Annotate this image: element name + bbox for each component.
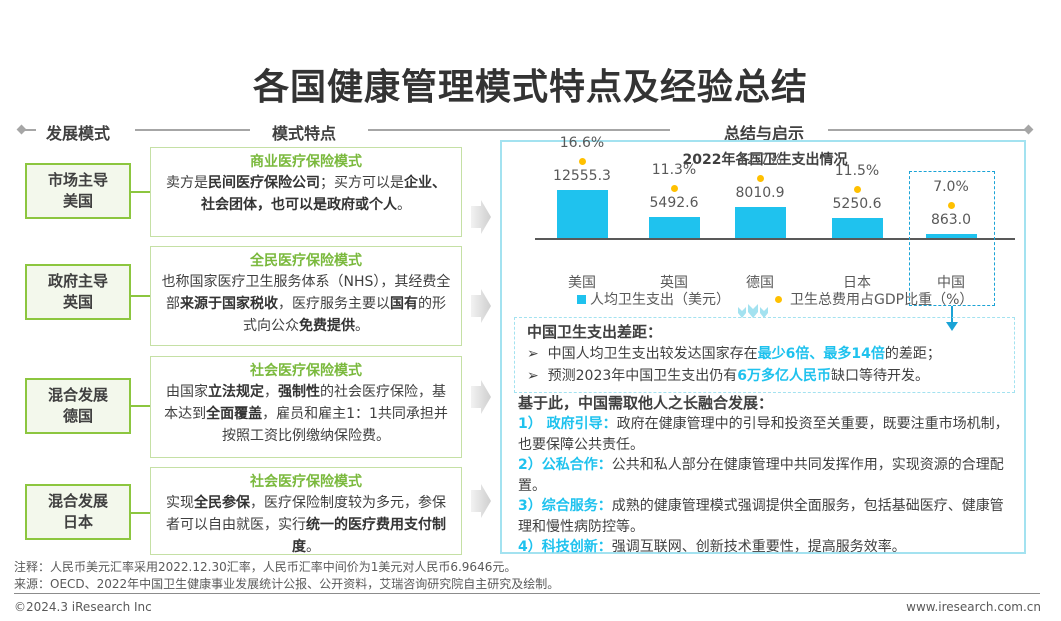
connector-line	[131, 191, 150, 193]
legend-label: 人均卫生支出（美元）	[590, 292, 730, 308]
legend-square-icon	[577, 294, 586, 304]
feature-box-usa: 商业医疗保险模式 卖方是民间医疗保险公司；买方可以是企业、社会团体，也可以是政府…	[150, 147, 462, 237]
bar-4	[926, 234, 977, 238]
mode-type: 市场主导	[47, 171, 108, 189]
mode-country: 日本	[62, 513, 93, 531]
recommendation-item: 1） 政府引导：政府在健康管理中的引导和投资至关重要，既要注重市场机制，也要保障…	[518, 416, 1009, 453]
divider	[368, 129, 670, 131]
connector-line	[131, 405, 150, 407]
website-link[interactable]: www.iresearch.com.cn	[906, 600, 1041, 614]
feature-title: 商业医疗保险模式	[250, 154, 362, 170]
feature-text: 实现全民参保，医疗保险制度较为多元，参保者可以自由就医，实行统一的医疗费用支付制…	[166, 495, 446, 555]
arrow-down-icon	[946, 322, 958, 331]
mode-country: 美国	[62, 192, 93, 210]
bar-3	[832, 217, 883, 238]
x-axis	[535, 238, 1015, 240]
mode-type: 政府主导	[47, 272, 108, 290]
category-label: 中国	[937, 275, 965, 291]
bar-value-label: 5492.6	[649, 195, 699, 211]
gdp-share-label: 12.7%	[737, 152, 783, 169]
chevron-right-icon	[471, 289, 491, 323]
gdp-share-label: 16.6%	[559, 135, 605, 151]
bullet-arrow-icon: ➢	[527, 368, 539, 384]
feature-text: 由国家立法规定，强制性的社会医疗保险，基本达到全面覆盖，雇员和雇主1：1共同承担…	[164, 384, 448, 444]
bar-0	[557, 190, 608, 238]
gap-box: 中国卫生支出差距： ➢ 中国人均卫生支出较发达国家存在最少6倍、最多14倍的差距…	[514, 317, 1015, 393]
chevron-right-icon	[471, 380, 491, 414]
bullet-arrow-icon: ➢	[527, 346, 539, 362]
note-text: 注释：人民币美元汇率采用2022.12.30汇率，人民币汇率中间价为1美元对人民…	[14, 560, 517, 574]
summary-panel: 2022年各国卫生支出情况 人均卫生支出（美元） 卫生总费用占GDP比重（%） …	[500, 135, 1026, 555]
connector-line	[131, 295, 150, 297]
mode-type: 混合发展	[47, 492, 108, 510]
recommendation-item: 4）科技创新：强调互联网、创新技术重要性，提高服务效率。	[518, 539, 906, 555]
gdp-share-label: 7.0%	[933, 179, 969, 195]
bar-value-label: 8010.9	[735, 185, 785, 202]
feature-text: 也称国家医疗卫生服务体系（NHS），其经费全部来源于国家税收，医疗服务主要以国有…	[161, 274, 451, 334]
mode-country: 德国	[62, 407, 93, 425]
gdp-share-label: 11.3%	[651, 162, 697, 178]
mode-box-japan: 混合发展 日本	[25, 484, 131, 540]
section-header-summary: 总结与启示	[724, 124, 805, 143]
category-label: 美国	[568, 275, 596, 291]
bar-2	[735, 207, 786, 238]
legend-dot: 卫生总费用占GDP比重（%）	[775, 289, 973, 309]
arrow-line	[951, 306, 953, 326]
category-label: 日本	[843, 275, 871, 291]
feature-title: 社会医疗保险模式	[250, 474, 362, 490]
recommendation-item: 3）综合服务：成熟的健康管理模式强调提供全面服务，包括基础医疗、健康管理和慢性病…	[518, 498, 1004, 535]
mode-country: 英国	[62, 293, 93, 311]
bar-value-label: 863.0	[930, 212, 972, 228]
bar-value-label: 5250.6	[832, 195, 882, 212]
gdp-share-label: 11.5%	[834, 162, 880, 179]
chevron-right-icon	[471, 484, 491, 518]
chart-title: 2022年各国卫生支出情况	[682, 152, 848, 168]
source-text: 来源：OECD、2022年中国卫生健康事业发展统计公报、公开资料，艾瑞咨询研究院…	[14, 577, 560, 591]
mode-box-uk: 政府主导 英国	[25, 264, 131, 320]
category-label: 英国	[660, 275, 688, 291]
gap-line-2: ➢ 预测2023年中国卫生支出仍有6万多亿人民币缺口等待开发。	[527, 368, 930, 384]
feature-box-germany: 社会医疗保险模式 由国家立法规定，强制性的社会医疗保险，基本达到全面覆盖，雇员和…	[150, 356, 462, 458]
feature-title: 全民医疗保险模式	[250, 253, 362, 269]
diamond-icon	[1023, 124, 1034, 135]
divider	[828, 129, 1026, 131]
footer-divider	[14, 593, 1040, 594]
feature-box-japan: 社会医疗保险模式 实现全民参保，医疗保险制度较为多元，参保者可以自由就医，实行统…	[150, 467, 462, 555]
section-header-features: 模式特点	[272, 124, 337, 143]
gdp-share-dot	[671, 185, 678, 192]
gdp-share-dot	[579, 158, 586, 165]
mode-box-germany: 混合发展 德国	[25, 378, 131, 434]
page-title: 各国健康管理模式特点及经验总结	[252, 67, 808, 108]
gdp-share-dot	[854, 185, 861, 193]
china-highlight-box	[909, 171, 995, 306]
copyright: ©2024.3 iResearch Inc	[14, 600, 152, 614]
feature-text: 卖方是民间医疗保险公司；买方可以是企业、社会团体，也可以是政府或个人。	[166, 175, 446, 213]
gdp-share-dot	[948, 202, 955, 209]
connector-line	[131, 512, 150, 514]
section-header-mode: 发展模式	[46, 124, 111, 143]
recommendation-list: 1） 政府引导：政府在健康管理中的引导和投资至关重要，既要注重市场机制，也要保障…	[518, 414, 1014, 558]
mode-type: 混合发展	[47, 386, 108, 404]
gap-title: 中国卫生支出差距：	[527, 323, 663, 341]
recommendation-item: 2）公私合作：公共和私人部分在健康管理中共同发挥作用，实现资源的合理配置。	[518, 457, 1004, 494]
mode-box-usa: 市场主导 美国	[25, 163, 131, 219]
bar-value-label: 12555.3	[553, 168, 611, 184]
feature-box-uk: 全民医疗保险模式 也称国家医疗卫生服务体系（NHS），其经费全部来源于国家税收，…	[150, 246, 462, 346]
feature-title: 社会医疗保险模式	[250, 363, 362, 379]
category-label: 德国	[746, 275, 774, 291]
legend-bar: 人均卫生支出（美元）	[577, 289, 730, 309]
chevron-right-icon	[471, 200, 491, 234]
down-arrows-icon	[738, 304, 768, 318]
divider	[135, 129, 250, 131]
bar-1	[649, 217, 700, 238]
based-on-heading: 基于此，中国需取他人之长融合发展：	[518, 394, 774, 412]
divider	[22, 129, 36, 131]
legend-label: 卫生总费用占GDP比重（%）	[790, 292, 974, 308]
legend-dot-icon	[775, 295, 782, 303]
gdp-share-dot	[757, 175, 764, 183]
gap-line-1: ➢ 中国人均卫生支出较发达国家存在最少6倍、最多14倍的差距；	[527, 346, 941, 362]
